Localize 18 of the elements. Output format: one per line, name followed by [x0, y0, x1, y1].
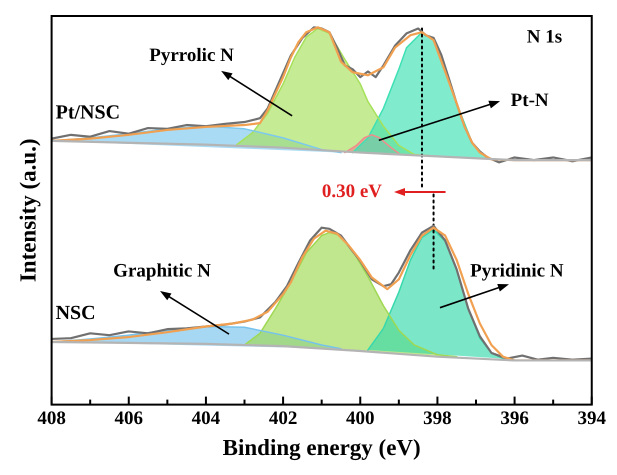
annotation: Pyrrolic N	[149, 45, 234, 66]
x-tick-label: 396	[500, 408, 529, 429]
x-axis-title: Binding energy (eV)	[222, 435, 421, 462]
series-label: Pt/NSC	[56, 102, 120, 124]
x-tick-label: 402	[268, 408, 298, 429]
y-axis-title: Intensity (a.u.)	[16, 138, 41, 282]
series-label: NSC	[56, 302, 96, 324]
x-tick-label: 406	[114, 408, 144, 429]
annotation: Pyridinic N	[470, 260, 564, 282]
x-tick-label: 394	[578, 408, 606, 429]
x-tick-label: 408	[37, 408, 66, 429]
annotation: Pt-N	[510, 90, 549, 112]
annotation: 0.30 eV	[322, 180, 382, 202]
x-tick-label: 404	[192, 408, 221, 429]
x-tick-label: 398	[423, 408, 452, 429]
x-tick-label: 400	[346, 408, 375, 429]
annotation: N 1s	[526, 26, 562, 48]
annotation: Graphitic N	[113, 260, 212, 282]
